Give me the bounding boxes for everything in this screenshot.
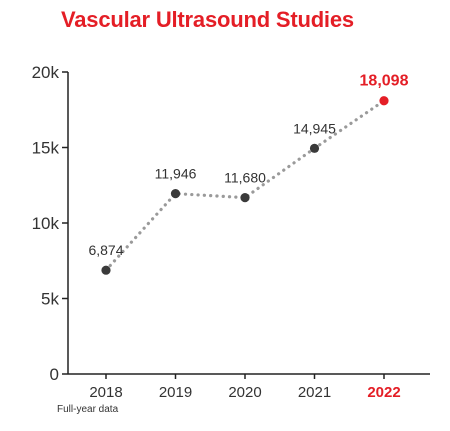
data-point [240,193,250,203]
footnote: Full-year data [57,404,119,415]
data-label: 11,680 [224,170,266,186]
series-polyline [104,99,386,272]
data-label: 14,945 [293,120,336,136]
data-label: 6,874 [88,242,123,258]
x-tick-label: 2018 [89,384,122,401]
y-tick-label: 20k [32,63,60,82]
chart-title: Vascular Ultrasound Studies [61,7,354,32]
series-line [104,99,386,272]
chart-axes [67,72,430,375]
data-point [309,143,320,153]
data-point [170,189,181,199]
y-axis-ticks: 0 5k 10k 15k 20k [32,63,68,384]
data-point [101,265,111,275]
x-axis-ticks: 2018 2019 2020 2021 2022 [89,374,401,401]
data-labels: 6,874 11,946 11,680 14,945 18,098 [88,73,408,258]
data-label: 11,946 [155,166,197,182]
y-tick-label: 15k [32,139,60,158]
x-tick-label: 2019 [159,384,192,401]
y-tick-label: 5k [41,290,59,309]
x-tick-label: 2021 [298,384,331,401]
data-points [101,96,389,275]
x-tick-label: 2020 [228,384,261,401]
data-label: 18,098 [360,73,409,90]
data-point [379,96,389,106]
y-tick-label: 10k [32,214,60,233]
y-tick-label: 0 [50,365,59,384]
x-tick-label: 2022 [367,384,400,401]
